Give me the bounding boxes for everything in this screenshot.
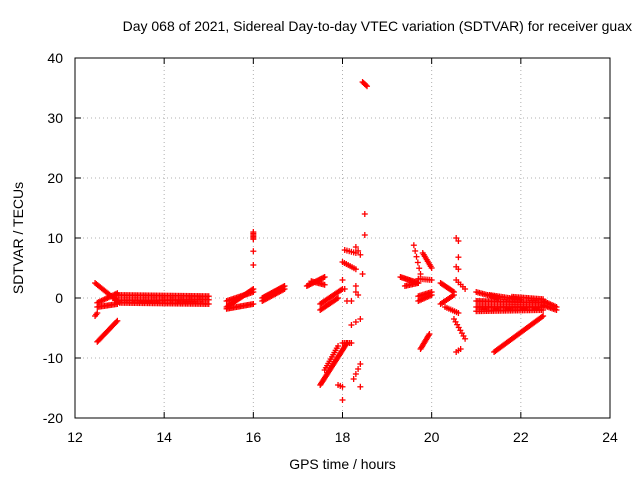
data-point <box>114 317 121 324</box>
axis-ticks: 12 14 16 18 20 22 24 -20 -10 0 10 20 30 40 <box>43 50 618 445</box>
data-point <box>280 286 287 293</box>
data-point <box>355 292 362 298</box>
chart-title: Day 068 of 2021, Sidereal Day-to-day VTE… <box>122 18 632 34</box>
data-point <box>348 298 355 304</box>
data-point <box>450 292 457 298</box>
data-point <box>357 316 364 322</box>
data-point <box>428 277 435 283</box>
data-point <box>428 292 435 298</box>
data-points <box>92 79 560 403</box>
data-point <box>361 211 368 217</box>
data-point <box>348 340 355 346</box>
data-point <box>352 319 359 325</box>
data-point <box>428 265 435 271</box>
data-point <box>281 286 288 292</box>
data-point <box>335 295 342 301</box>
data-point <box>455 310 462 316</box>
data-point <box>462 286 469 292</box>
y-tick-label: 20 <box>47 170 63 186</box>
data-point <box>250 301 257 307</box>
data-point <box>321 281 328 288</box>
data-point <box>335 343 342 349</box>
x-tick-label: 20 <box>424 429 440 445</box>
data-point <box>321 274 328 280</box>
data-point <box>357 361 364 367</box>
data-point <box>338 286 345 293</box>
data-point <box>355 247 362 254</box>
y-tick-label: 10 <box>47 230 63 246</box>
data-point <box>341 286 348 292</box>
data-point <box>350 376 357 382</box>
x-tick-label: 12 <box>67 429 83 445</box>
y-tick-label: -20 <box>43 410 63 426</box>
data-point <box>94 310 101 316</box>
data-point <box>359 271 366 277</box>
x-tick-label: 24 <box>602 429 618 445</box>
data-point <box>205 301 212 307</box>
data-point <box>348 322 355 328</box>
data-point <box>352 266 359 273</box>
data-point <box>457 346 464 352</box>
y-tick-label: 40 <box>47 50 63 66</box>
data-point <box>538 313 545 320</box>
data-point <box>455 254 462 261</box>
data-point <box>250 262 257 268</box>
x-tick-label: 22 <box>513 429 529 445</box>
data-point <box>540 313 547 319</box>
data-point <box>339 383 346 390</box>
x-tick-label: 14 <box>156 429 172 445</box>
grid-lines <box>75 58 610 418</box>
x-axis-label: GPS time / hours <box>289 456 396 472</box>
data-point <box>455 238 462 244</box>
x-tick-label: 16 <box>246 429 262 445</box>
data-point <box>462 335 469 342</box>
data-point <box>357 383 364 390</box>
data-point <box>426 331 433 337</box>
data-point <box>333 295 340 302</box>
data-point <box>361 232 368 238</box>
data-point <box>553 307 560 313</box>
x-tick-label: 18 <box>335 429 351 445</box>
data-point <box>410 242 417 249</box>
data-point <box>339 277 346 283</box>
data-point <box>250 289 257 295</box>
y-tick-label: 30 <box>47 110 63 126</box>
data-point <box>113 318 120 325</box>
data-point <box>362 82 369 89</box>
data-point <box>413 253 420 260</box>
data-point <box>352 283 359 289</box>
data-point <box>455 266 462 273</box>
data-point <box>416 265 423 272</box>
data-point <box>352 371 359 377</box>
data-point <box>355 366 362 372</box>
y-tick-label: 0 <box>55 290 63 306</box>
data-point <box>352 244 359 250</box>
data-point <box>364 83 371 90</box>
data-point <box>250 248 257 255</box>
data-point <box>250 229 257 235</box>
data-point <box>339 397 346 403</box>
data-point <box>412 247 419 254</box>
data-point <box>414 259 421 266</box>
y-tick-label: -10 <box>43 350 63 366</box>
data-point <box>357 251 364 258</box>
